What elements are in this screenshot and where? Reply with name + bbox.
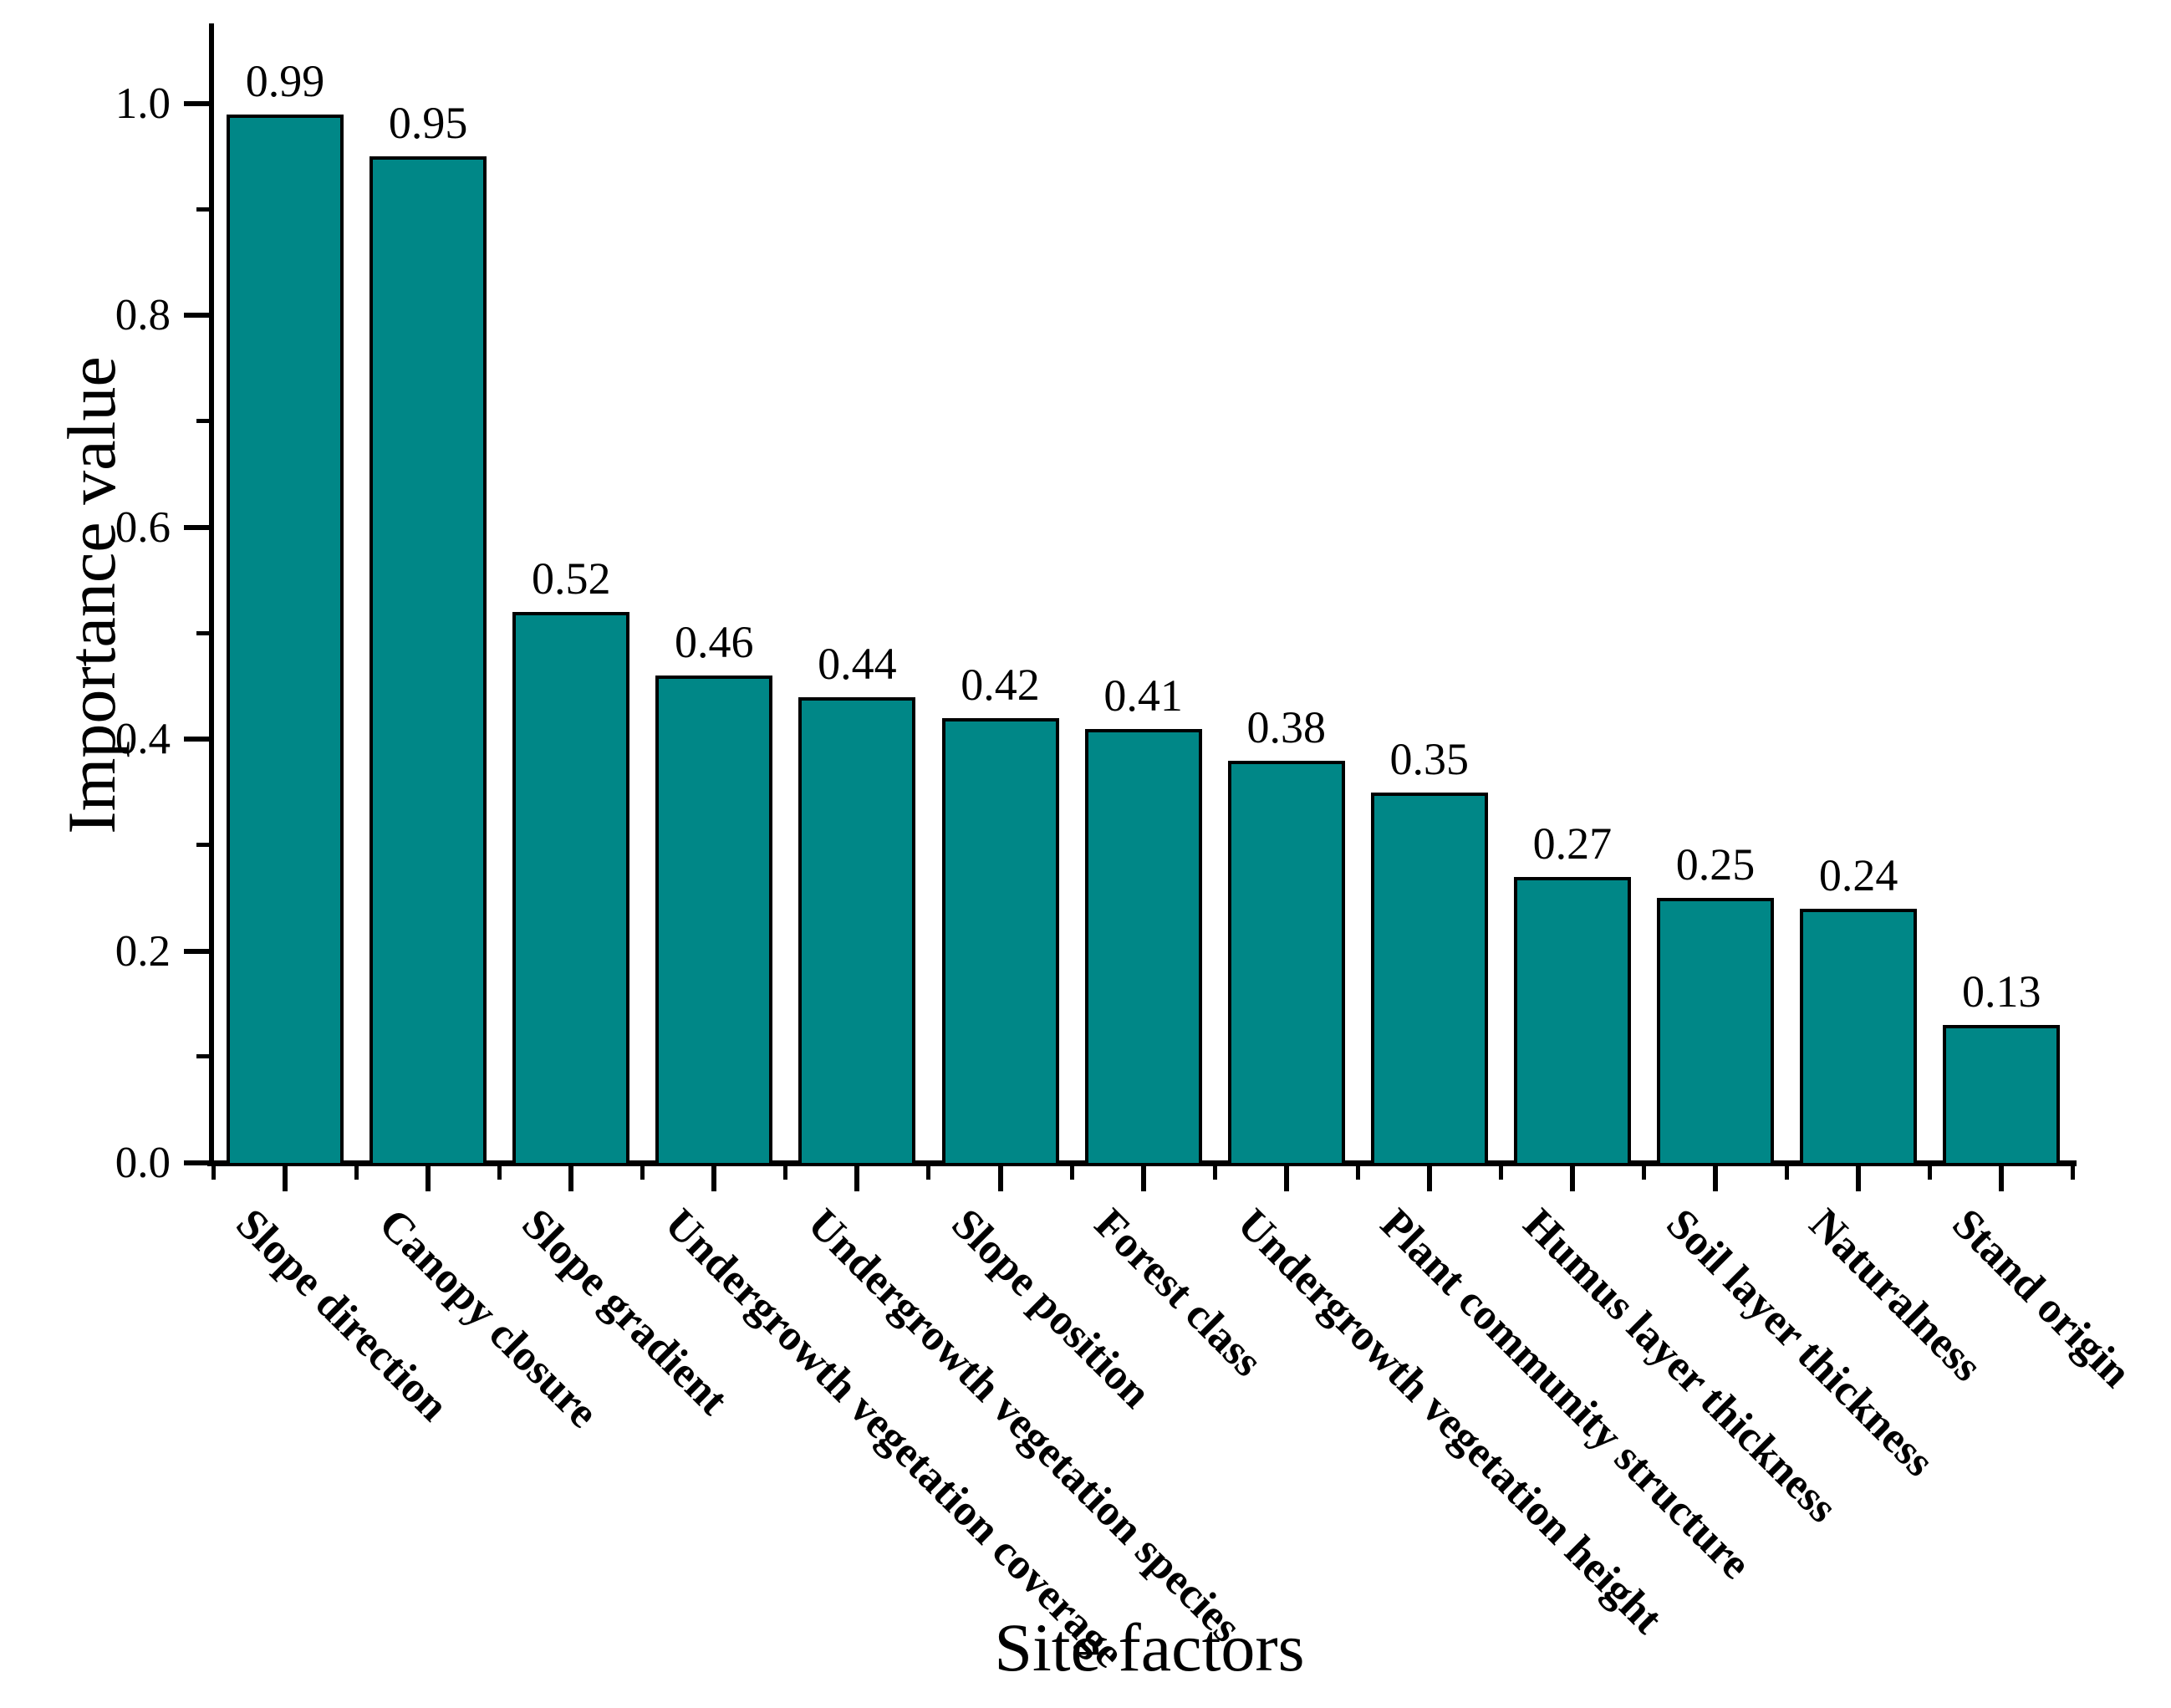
x-minor-tick	[497, 1166, 502, 1180]
x-minor-tick	[1641, 1166, 1646, 1180]
x-major-tick	[283, 1166, 288, 1191]
x-minor-tick	[354, 1166, 359, 1180]
x-major-tick	[1426, 1166, 1432, 1191]
bar-value-label: 0.46	[675, 617, 754, 668]
x-minor-tick	[2071, 1166, 2076, 1180]
y-major-tick	[184, 948, 211, 954]
bar-value-label: 0.13	[1961, 966, 2041, 1017]
bar	[1370, 792, 1488, 1166]
x-major-tick	[854, 1166, 860, 1191]
x-axis-title: Site factors	[994, 1609, 1305, 1685]
x-minor-tick	[1928, 1166, 1933, 1180]
y-minor-tick	[196, 630, 211, 635]
bar-value-label: 0.99	[245, 55, 325, 106]
y-major-tick	[184, 1160, 211, 1165]
y-tick-label: 0.2	[115, 926, 171, 976]
bar	[798, 696, 916, 1166]
y-major-tick	[184, 524, 211, 530]
x-minor-tick	[1069, 1166, 1074, 1180]
bar-value-label: 0.44	[818, 638, 897, 689]
bar	[1513, 876, 1631, 1166]
x-major-tick	[1856, 1166, 1862, 1191]
bar-value-label: 0.41	[1103, 670, 1183, 721]
bar	[227, 114, 344, 1166]
bar-value-label: 0.25	[1675, 839, 1756, 890]
bar	[1084, 728, 1202, 1166]
bar	[1657, 898, 1774, 1166]
x-category-label: Soil layer thickness	[1657, 1200, 1944, 1486]
x-minor-tick	[1212, 1166, 1217, 1180]
x-minor-tick	[926, 1166, 931, 1180]
bar	[369, 156, 487, 1166]
x-major-tick	[1999, 1166, 2005, 1191]
x-major-tick	[1713, 1166, 1718, 1191]
bar-value-label: 0.42	[961, 659, 1040, 710]
bar	[512, 612, 630, 1166]
y-major-tick	[184, 101, 211, 106]
y-tick-label: 0.4	[115, 715, 171, 764]
bar	[1800, 908, 1918, 1166]
y-axis-title: Importance value	[54, 356, 130, 834]
x-minor-tick	[1355, 1166, 1360, 1180]
bar-value-label: 0.95	[388, 98, 468, 149]
bar-value-label: 0.24	[1818, 849, 1898, 900]
x-major-tick	[1569, 1166, 1575, 1191]
x-minor-tick	[1785, 1166, 1790, 1180]
x-minor-tick	[640, 1166, 645, 1180]
x-major-tick	[426, 1166, 431, 1191]
x-major-tick	[1283, 1166, 1289, 1191]
bar-value-label: 0.52	[531, 553, 611, 604]
y-major-tick	[184, 313, 211, 319]
bar	[655, 676, 773, 1166]
y-axis-line	[209, 23, 214, 1166]
y-tick-label: 0.6	[115, 502, 171, 552]
x-minor-tick	[1498, 1166, 1503, 1180]
y-minor-tick	[196, 419, 211, 424]
bar-value-label: 0.38	[1246, 701, 1326, 752]
y-tick-label: 1.0	[115, 79, 171, 128]
x-major-tick	[568, 1166, 574, 1191]
x-minor-tick	[211, 1166, 216, 1180]
y-minor-tick	[196, 1054, 211, 1059]
bar	[1227, 760, 1345, 1166]
bar	[1943, 1025, 2061, 1166]
x-major-tick	[1140, 1166, 1146, 1191]
bar	[941, 717, 1059, 1166]
bar-value-label: 0.35	[1389, 733, 1470, 784]
y-major-tick	[184, 737, 211, 742]
bar-value-label: 0.27	[1532, 818, 1613, 869]
y-minor-tick	[196, 842, 211, 847]
x-major-tick	[997, 1166, 1003, 1191]
x-major-tick	[711, 1166, 717, 1191]
y-minor-tick	[196, 206, 211, 212]
x-minor-tick	[783, 1166, 788, 1180]
y-tick-label: 0.8	[115, 291, 171, 340]
y-tick-label: 0.0	[115, 1139, 171, 1187]
